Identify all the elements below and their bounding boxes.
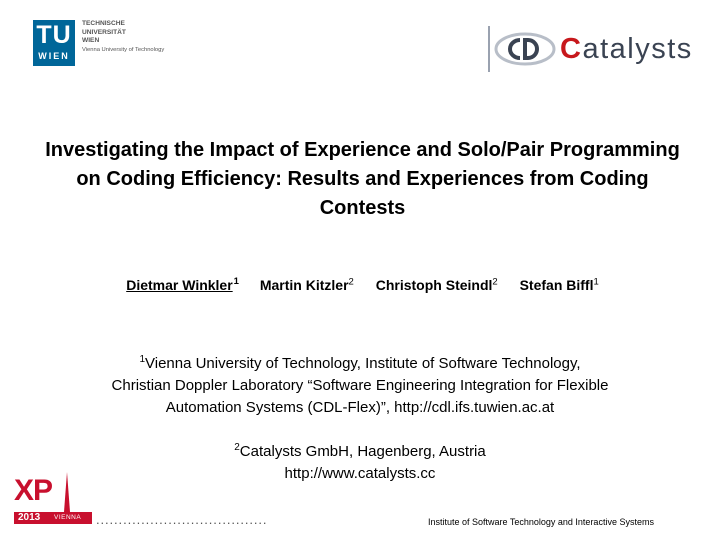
- author: Martin Kitzler2: [259, 276, 354, 293]
- affiliation-url: http://www.catalysts.cc: [284, 465, 436, 482]
- author: Christoph Steindl2: [375, 276, 498, 293]
- tu-logo-subline: Vienna University of Technology: [82, 46, 165, 53]
- affiliation-1: 1Vienna University of Technology, Instit…: [30, 349, 690, 419]
- author-affil-mark: 2: [492, 276, 498, 287]
- tu-wien-logo: TU WIEN TECHNISCHE UNIVERSITÄT WIEN Vien…: [33, 20, 183, 68]
- affiliation-mark: 2: [234, 442, 240, 453]
- author-list: Dietmar Winkler1 Martin Kitzler2 Christo…: [40, 276, 685, 293]
- author-name: Stefan Biffl: [519, 276, 594, 293]
- xp-logo-text: XP: [14, 474, 53, 507]
- affiliation-2: 2Catalysts GmbH, Hagenberg, Austria http…: [30, 437, 690, 485]
- catalysts-wordmark: Catalysts: [560, 32, 693, 66]
- author-affil-mark: 1: [233, 276, 239, 287]
- affiliation-line: Automation Systems (CDL-Flex)”, http://c…: [165, 399, 555, 416]
- affiliation-line: Christian Doppler Laboratory “Software E…: [111, 377, 609, 394]
- author-affil-mark: 1: [593, 276, 599, 287]
- xp-2013-vienna-logo: XP 2013 VIENNA: [4, 470, 96, 530]
- author-name: Dietmar Winkler: [126, 276, 233, 293]
- tu-logo-text: TECHNISCHE UNIVERSITÄT WIEN Vienna Unive…: [82, 20, 164, 54]
- slide-title: Investigating the Impact of Experience a…: [45, 139, 680, 219]
- catalysts-cd-icon: [494, 32, 556, 66]
- tu-logo-line-3: WIEN: [82, 37, 100, 45]
- cathedral-spire-icon: [64, 472, 70, 512]
- author-presenter: Dietmar Winkler: [126, 277, 232, 293]
- xp-logo-band: 2013 VIENNA: [14, 512, 92, 524]
- affiliation-line: Vienna University of Technology, Institu…: [145, 355, 581, 372]
- affiliation-line: Catalysts GmbH, Hagenberg, Austria: [239, 443, 486, 460]
- tu-wien-logo-mark: TU WIEN: [33, 20, 75, 66]
- author-name: Martin Kitzler: [259, 276, 349, 293]
- tu-logo-letters: TU: [36, 21, 72, 49]
- catalysts-logo: Catalysts: [488, 26, 703, 74]
- catalysts-rest: atalysts: [582, 33, 693, 65]
- xp-logo-year: 2013: [18, 512, 41, 523]
- tu-logo-wien: WIEN: [38, 51, 70, 61]
- author: Stefan Biffl1: [519, 276, 599, 293]
- footer-dotted-line: ......................................: [96, 512, 268, 527]
- catalysts-first-letter: C: [560, 33, 583, 65]
- catalysts-logo-divider: [488, 26, 490, 72]
- author-affil-mark: 2: [348, 276, 354, 287]
- tu-logo-line-2: UNIVERSITÄT: [82, 28, 126, 36]
- affiliation-mark: 1: [139, 354, 145, 365]
- xp-logo-city: VIENNA: [54, 514, 82, 521]
- author-name: Christoph Steindl: [375, 276, 493, 293]
- footer-institute: Institute of Software Technology and Int…: [428, 517, 654, 527]
- tu-logo-line-1: TECHNISCHE: [82, 20, 125, 27]
